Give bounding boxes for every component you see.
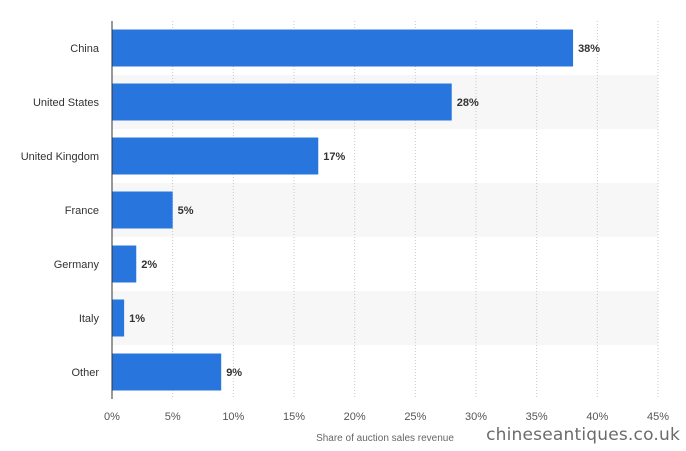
- bar: [112, 245, 137, 283]
- bar: [112, 353, 222, 391]
- value-label: 17%: [323, 151, 345, 163]
- x-tick-label: 20%: [344, 411, 366, 423]
- row-band: [112, 183, 658, 237]
- bars: [112, 29, 574, 391]
- value-label: 2%: [141, 259, 157, 271]
- x-tick-labels: 0% 5% 10% 15% 20% 25% 30% 35% 40% 45%: [104, 411, 669, 423]
- row-band: [112, 291, 658, 345]
- category-label: China: [70, 43, 100, 55]
- category-label: Italy: [79, 313, 100, 325]
- category-label: Other: [71, 367, 99, 379]
- bar: [112, 299, 125, 337]
- value-labels: 38% 28% 17% 5% 2% 1% 9%: [129, 43, 600, 379]
- watermark: chineseantiques.co.uk: [486, 425, 680, 445]
- x-tick-label: 15%: [283, 411, 305, 423]
- value-label: 28%: [457, 97, 479, 109]
- x-tick-label: 30%: [465, 411, 487, 423]
- value-label: 9%: [226, 367, 242, 379]
- x-tick-label: 40%: [586, 411, 608, 423]
- bar: [112, 191, 173, 229]
- bar: [112, 137, 319, 175]
- value-label: 5%: [178, 205, 194, 217]
- category-label: United Kingdom: [21, 151, 99, 163]
- x-tick-label: 35%: [526, 411, 548, 423]
- x-tick-label: 0%: [104, 411, 120, 423]
- x-tick-label: 10%: [222, 411, 244, 423]
- category-label: France: [65, 205, 99, 217]
- bar: [112, 83, 452, 121]
- value-label: 1%: [129, 313, 145, 325]
- value-label: 38%: [578, 43, 600, 55]
- category-label: Germany: [54, 259, 100, 271]
- x-tick-label: 45%: [647, 411, 669, 423]
- category-label: United States: [33, 97, 100, 109]
- x-tick-label: 25%: [404, 411, 426, 423]
- x-tick-label: 5%: [165, 411, 181, 423]
- x-axis-title: Share of auction sales revenue: [316, 433, 454, 444]
- category-labels: China United States United Kingdom France Ge…: [21, 43, 100, 379]
- bar: [112, 29, 574, 67]
